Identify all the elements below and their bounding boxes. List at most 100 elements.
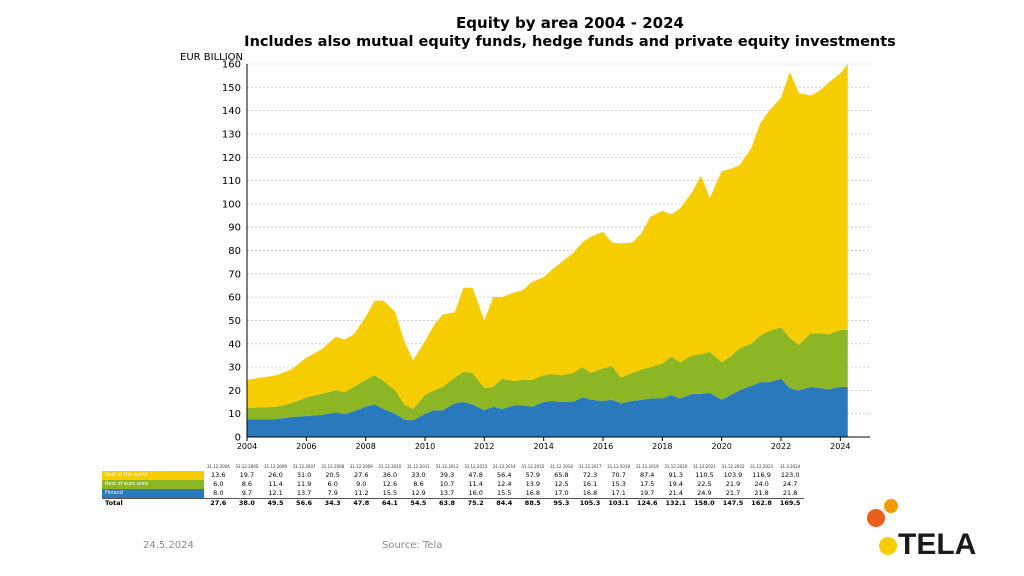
table-column-header: 31.12.2004 [206,464,230,469]
table-cell: 21.7 [725,489,741,497]
x-tick-label: 2024 [830,442,850,451]
table-row-label: Total [102,498,204,508]
table-column-header: 31.12.2018 [607,464,631,469]
table-cell: 7.9 [327,489,338,497]
table-body: Rest of the world 13.6 19.7 26.0 31.0 20.5 27.… [102,471,805,508]
table-cell: 49.5 [261,498,290,508]
table-cell: 16.8 [525,489,541,497]
table-cell: 6.0 [327,480,338,488]
table-cell: 65.8 [554,471,569,479]
y-tick-label: 60 [228,293,241,304]
table-cell: 16.0 [468,489,483,497]
x-tick-label: 2018 [652,442,672,451]
y-tick-label: 160 [222,60,241,71]
table-cell: 88.5 [518,498,548,508]
table-cell: 105.3 [575,498,605,508]
table-cell: 72.3 [582,471,598,479]
table-cell: 31.0 [296,471,312,479]
y-tick-label: 20 [228,386,241,397]
table-cell: 21.9 [725,480,741,488]
table-cell: 12.4 [496,480,512,488]
table-cell: 16.1 [582,480,598,488]
table-cell: 63.8 [432,498,462,508]
x-tick-label: 2014 [533,442,553,451]
x-tick-label: 2016 [593,442,613,451]
table-cell: 103.9 [723,471,743,479]
footer-date: 24.5.2024 [143,540,194,551]
y-tick-label: 70 [228,269,241,280]
table-cell: 8.6 [241,480,253,488]
table-row-label: Finland [102,489,204,499]
x-tick-label: 2006 [296,442,316,451]
stacked-area-chart: 0 10 20 30 40 50 60 70 80 90 100 110 120 130 140 150 160… [222,60,870,451]
table-column-header: 31.12.2015 [521,464,545,469]
area-rest-of-the-world [247,64,848,410]
table-cell: 54.5 [404,498,433,508]
table-cell: 17.5 [639,480,655,488]
table-row: Finland 8.0 9.7 12.1 13.7 7.9 11.2 15.5 12.9 13.7… [102,489,804,499]
y-tick-label: 120 [222,153,241,164]
x-tick-label: 2020 [711,442,731,451]
table-cell: 13.7 [296,489,312,497]
area-rest-of-euro-area [247,327,848,421]
y-tick-label: 130 [222,129,241,140]
table-column-header: 31.12.2006 [264,464,287,469]
table-column-header: 31.3.2024 [779,464,801,469]
table-cell: 24.0 [754,480,769,488]
x-tick-labels: 2004 2006 2008 2010 2012 2014 2016 2018 2020 2022… [237,442,851,451]
table-cell: 87.4 [639,471,655,479]
table-cell: 17.1 [611,489,626,497]
x-tick-label: 2010 [415,442,435,451]
table-cell: 103.1 [604,498,633,508]
x-tick-label: 2004 [237,442,257,451]
table-column-header: 31.12.2007 [292,464,316,469]
table-cell: 19.4 [668,480,684,488]
table-cell: 34.3 [318,498,347,508]
table-cell: 11.2 [354,489,369,497]
table-cell: 123.0 [780,471,800,479]
table-column-header: 31.12.2011 [407,464,430,469]
chart-subtitle: Includes also mutual equity funds, hedge… [244,34,896,50]
table-cell: 12.1 [268,489,283,497]
table-column-header: 31.12.2009 [349,464,373,469]
table-column-header: 31.12.2023 [750,464,774,469]
footer-source: Source: Tela [382,540,443,551]
table-cell: 56.4 [496,471,512,479]
chart-axes [246,64,870,441]
x-tick-label: 2012 [474,442,494,451]
table-row-label: Rest of euro area [102,480,204,489]
table-cell: 57.9 [525,471,541,479]
table-cell: 33.0 [411,471,426,479]
table-cell: 27.6 [204,498,233,508]
table-cell: 39.3 [439,471,455,479]
table-cell: 13.9 [525,480,541,488]
y-tick-label: 10 [228,409,241,420]
table-cell: 20.5 [325,471,340,479]
table-cell: 16.8 [582,489,598,497]
table-cell: 13.6 [211,471,226,479]
table-cell: 22.5 [697,480,712,488]
table-cell: 110.5 [695,471,714,479]
table-cell: 6.0 [213,480,224,488]
table-cell: 95.3 [547,498,576,508]
table-cell: 9.0 [356,480,367,488]
table-cell: 64.1 [375,498,405,508]
table-column-header: 31.12.2020 [664,464,688,469]
table-cell: 15.3 [611,480,626,488]
table-cell: 158.0 [690,498,719,508]
y-tick-label: 150 [222,83,241,94]
table-cell: 24.7 [782,480,798,488]
table-cell: 47.8 [346,498,376,508]
table-cell: 36.0 [382,471,398,479]
table-column-header: 31.12.2016 [549,464,573,469]
table-column-header: 31.12.2022 [721,464,745,469]
table-row: Rest of the world 13.6 19.7 26.0 31.0 20.5 27.… [102,471,804,480]
table-cell: 15.5 [382,489,398,497]
table-cell: 147.5 [718,498,748,508]
table-cell: 84.4 [489,498,519,508]
table-cell: 15.5 [496,489,512,497]
table-cell: 19.7 [639,489,655,497]
table-column-header: 31.12.2014 [492,464,516,469]
table-column-header: 31.12.2012 [435,464,459,469]
table-row: Rest of euro area 6.0 8.6 11.4 11.9 6.0 9.0 12.… [102,480,804,489]
